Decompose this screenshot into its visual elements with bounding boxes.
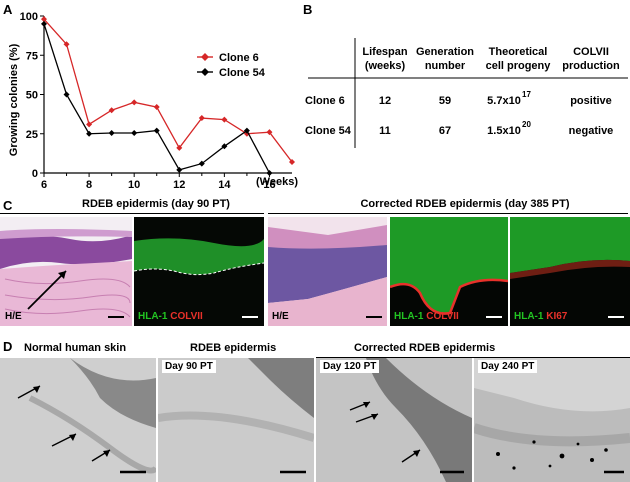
cell-colvii-6: positive: [570, 95, 612, 107]
cell-lifespan-54: 11: [379, 125, 391, 137]
data-point: [176, 144, 183, 151]
cell-generation-54: 67: [439, 125, 451, 137]
title-underline: [316, 357, 630, 358]
header-progeny-2: cell progeny: [486, 60, 552, 72]
y-tick-label: 25: [26, 129, 38, 141]
series-line-1: [43, 23, 271, 174]
growth-chart: 0 25 50 75 100 6 8 10 12 14 16 Growing colonies (%…: [8, 11, 298, 191]
header-colvii-2: production: [562, 60, 620, 72]
em-normal-skin-image: [0, 358, 156, 482]
data-point: [63, 91, 70, 98]
header-colvii-1: COLVII: [573, 46, 609, 58]
panel-letter-d: D: [3, 339, 13, 354]
data-point: [221, 116, 228, 123]
header-generation-1: Generation: [416, 46, 474, 58]
data-point: [198, 115, 205, 122]
he-label: H/E: [272, 311, 289, 322]
legend-item-clone-54: Clone 54: [197, 67, 266, 79]
data-point: [108, 129, 115, 136]
chart-axes: 0 25 50 75 100 6 8 10 12 14 16: [20, 11, 292, 191]
clone-table: Lifespan (weeks) Generation number Theor…: [305, 38, 628, 148]
cell-generation-6: 59: [439, 95, 451, 107]
data-point: [221, 143, 228, 150]
y-tick-label: 50: [26, 90, 38, 102]
data-point: [108, 107, 115, 114]
chart-series: [41, 16, 295, 176]
day-label-90: Day 90 PT: [162, 360, 216, 373]
data-point: [266, 170, 273, 176]
y-tick-label: 100: [20, 11, 38, 23]
x-tick-label: 6: [41, 179, 47, 191]
data-point: [243, 127, 250, 134]
immunofluorescence-rdeb-image: [134, 217, 264, 326]
day-label-240: Day 240 PT: [478, 360, 538, 373]
data-point: [86, 130, 93, 137]
he-stain-corrected-image: [268, 217, 387, 326]
row-clone-54: Clone 54: [305, 125, 352, 137]
title-underline: [0, 213, 264, 214]
immunofluorescence-colvii-image: [390, 217, 508, 326]
panel-c-left-title: RDEB epidermis (day 90 PT): [82, 198, 230, 210]
data-point: [198, 160, 205, 167]
cell-progeny-exp-54: 20: [522, 120, 531, 129]
legend-item-clone-6: Clone 6: [197, 52, 259, 64]
data-point: [41, 20, 47, 27]
cell-progeny-6: 5.7x10: [487, 95, 521, 107]
em-corrected-day120-image: [316, 358, 472, 482]
data-point: [153, 104, 160, 111]
day-label-120: Day 120 PT: [320, 360, 380, 373]
data-point: [266, 129, 273, 136]
data-point: [131, 99, 138, 106]
header-lifespan-1: Lifespan: [362, 46, 408, 58]
x-tick-label: 14: [218, 179, 231, 191]
colvii-label: COLVII: [426, 311, 459, 322]
cell-lifespan-6: 12: [379, 95, 391, 107]
y-tick-label: 75: [26, 50, 38, 62]
em-rdeb-image: [158, 358, 314, 482]
chart-legend: Clone 6 Clone 54: [197, 52, 266, 79]
cell-progeny-54: 1.5x10: [487, 125, 521, 137]
panel-letter-a: A: [3, 2, 13, 17]
header-progeny-1: Theoretical: [489, 46, 548, 58]
hla-label: HLA-1: [394, 311, 424, 322]
x-axis-unit: (Weeks): [256, 176, 298, 188]
hla-label: HLA-1: [514, 311, 544, 322]
panel-c-right-title: Corrected RDEB epidermis (day 385 PT): [360, 198, 570, 210]
data-point: [289, 159, 295, 166]
header-lifespan-2: (weeks): [365, 60, 406, 72]
data-point: [63, 41, 70, 48]
em-corrected-day240-image: [474, 358, 630, 482]
legend-label-clone-6: Clone 6: [219, 52, 259, 64]
colvii-label: COLVII: [170, 311, 203, 322]
data-point: [131, 129, 138, 136]
panel-letter-b: B: [303, 2, 313, 17]
x-tick-label: 16: [263, 179, 275, 191]
data-point: [153, 127, 160, 134]
hla-label: HLA-1: [138, 311, 168, 322]
y-axis-label: Growing colonies (%): [8, 43, 20, 156]
he-label: H/E: [5, 311, 22, 322]
data-point: [176, 166, 183, 173]
data-point: [86, 121, 93, 128]
x-tick-label: 12: [173, 179, 185, 191]
panel-d-title-corrected: Corrected RDEB epidermis: [354, 342, 496, 354]
data-point: [41, 16, 47, 23]
x-tick-label: 10: [128, 179, 140, 191]
cell-progeny-exp-6: 17: [522, 90, 531, 99]
panel-letter-c: C: [3, 198, 13, 213]
series-line-0: [43, 18, 293, 163]
y-tick-label: 0: [32, 168, 38, 180]
header-generation-2: number: [425, 60, 466, 72]
panel-d-title-normal: Normal human skin: [24, 342, 127, 354]
x-tick-label: 8: [86, 179, 92, 191]
legend-label-clone-54: Clone 54: [219, 67, 266, 79]
immunofluorescence-ki67-image: [510, 217, 630, 326]
cell-colvii-54: negative: [569, 125, 614, 137]
panel-d-title-rdeb: RDEB epidermis: [190, 342, 277, 354]
arrow-icon: [27, 270, 124, 318]
row-clone-6: Clone 6: [305, 95, 345, 107]
title-underline: [268, 213, 628, 214]
ki67-label: KI67: [546, 311, 568, 322]
